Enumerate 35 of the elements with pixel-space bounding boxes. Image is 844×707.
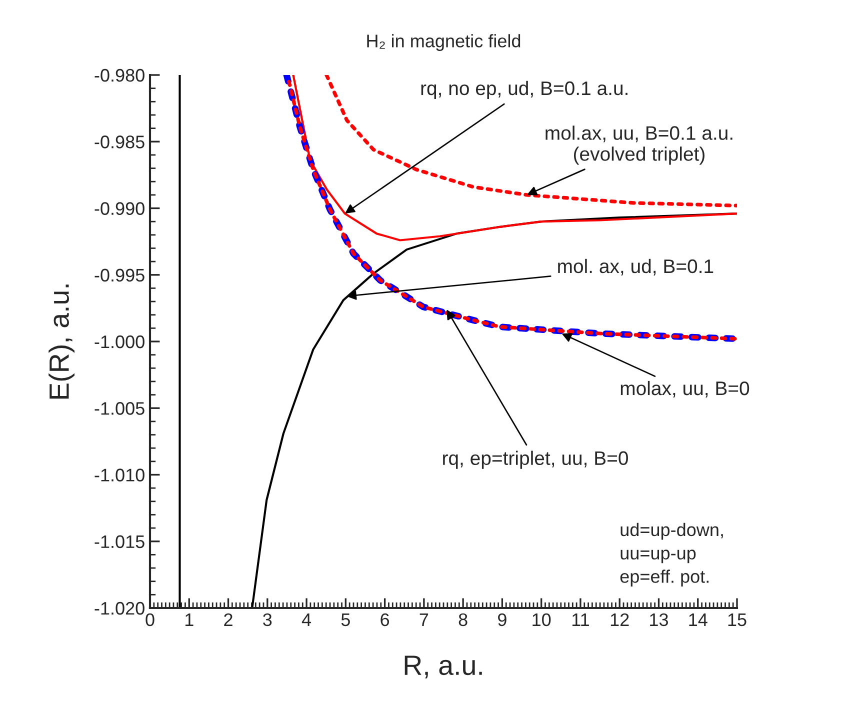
x-tick-label: 15 [728,614,746,626]
annotation: mol.ax, uu, B=0.1 a.u. (evolved triplet) [546,126,732,165]
x-tick-label: 14 [689,614,708,626]
y-tick-label: -0.980 [94,68,144,82]
y-axis-title: E(R), a.u. [48,284,74,399]
y-tick-label: -1.005 [94,402,144,415]
x-tick-label: 0 [146,613,154,626]
y-tick-label: -1.020 [94,602,144,615]
annotation: mol. ax, ud, B=0.1 [558,258,714,276]
chart-title: H₂ in magnetic field [367,34,520,51]
y-tick-label: -0.990 [94,202,144,215]
x-axis-title: R, a.u. [404,656,482,678]
annotation: molax, uu, B=0 [620,380,750,398]
y-tick-label: -1.010 [94,468,144,482]
x-tick-label: 12 [610,613,629,626]
y-tick-label: -0.985 [94,136,144,148]
annotation: rq, ep=triplet, uu, B=0 [443,450,628,469]
x-tick-label: 1 [185,614,194,626]
x-tick-label: 7 [420,614,428,626]
x-tick-label: 10 [532,613,551,626]
x-tick-label: 13 [650,613,668,626]
x-tick-label: 9 [498,613,506,626]
x-tick-label: 6 [380,613,390,626]
x-tick-label: 5 [341,614,350,626]
y-tick-label: -1.015 [94,535,144,548]
x-tick-label: 2 [224,613,232,626]
x-tick-label: 4 [302,614,312,626]
x-tick-label: 11 [572,614,589,626]
y-tick-label: -0.995 [94,268,144,282]
annotation: rq, no ep, ud, B=0.1 a.u. [421,80,628,99]
annotation: ud=up-down, uu=up-up ep=eff. pot. [620,522,723,586]
x-tick-label: 8 [458,613,468,626]
y-tick-label: -1.000 [94,335,144,348]
line-series [324,75,737,208]
x-tick-label: 3 [263,613,272,626]
